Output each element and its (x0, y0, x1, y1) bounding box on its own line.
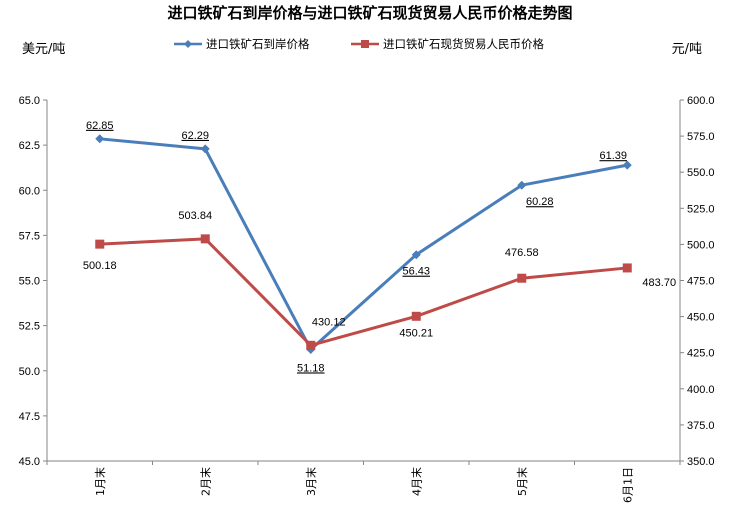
series-1-data-label: 62.85 (86, 120, 114, 132)
series-1-data-label: 62.29 (181, 130, 209, 142)
series-2-data-label: 483.70 (642, 277, 676, 289)
series-2-data-label: 503.84 (178, 210, 212, 222)
x-category-label: 2月末 (198, 467, 212, 496)
left-tick-label: 55.0 (19, 276, 40, 288)
x-category-label: 6月1日 (621, 467, 634, 503)
right-tick-label: 500.0 (687, 239, 715, 251)
series-2-data-label: 430.12 (312, 316, 346, 328)
right-tick-label: 400.0 (687, 384, 715, 396)
right-tick-label: 575.0 (687, 131, 715, 143)
left-tick-label: 47.5 (19, 411, 40, 423)
series-1-point (200, 144, 210, 154)
chart-title: 进口铁矿石到岸价格与进口铁矿石现货贸易人民币价格走势图 (167, 4, 572, 22)
series-2-point (411, 311, 421, 321)
right-axis-unit: 元/吨 (672, 42, 702, 57)
series-1-point (411, 250, 421, 260)
series-1-point (95, 134, 105, 144)
series-1-data-label: 51.18 (297, 362, 325, 374)
series-2-point (200, 234, 210, 244)
x-axis-ticks: 1月末 2月末 3月末 4月末 5月末 6月1日 (46, 461, 681, 503)
left-tick-label: 62.5 (19, 140, 40, 152)
series-2-data-label: 500.18 (83, 260, 117, 272)
right-tick-label: 550.0 (687, 167, 715, 179)
right-tick-label: 525.0 (687, 203, 715, 215)
left-tick-label: 52.5 (19, 321, 40, 333)
x-category-label: 4月末 (409, 467, 423, 496)
right-tick-label: 600.0 (687, 95, 715, 107)
series-2-data-label: 450.21 (399, 327, 433, 339)
series-2-point (306, 340, 316, 350)
series-1-data-label: 61.39 (599, 150, 627, 162)
series-1-data-label: 56.43 (402, 266, 430, 278)
right-tick-label: 350.0 (687, 456, 715, 468)
left-tick-label: 57.5 (19, 230, 40, 242)
series-2-point (517, 273, 527, 283)
series-1-data-label: 60.28 (526, 196, 554, 208)
series-layer (95, 134, 632, 354)
legend-marker-series-1 (184, 40, 192, 48)
right-axis-ticks: 350.0 375.0 400.0 425.0 450.0 475.0 500.0 525.0… (680, 95, 715, 468)
right-tick-label: 425.0 (687, 348, 715, 360)
x-category-label: 5月末 (515, 467, 529, 496)
series-2-point (95, 239, 105, 249)
left-tick-label: 45.0 (19, 456, 40, 468)
data-labels: 62.85 62.29 51.18 56.43 60.28 61.39 500.18 503.… (83, 120, 676, 375)
legend-marker-series-2 (361, 40, 369, 48)
left-axis-ticks: 45.0 47.5 50.0 52.5 55.0 57.5 60.0 62.5 65.0 (19, 95, 47, 468)
series-1-point (517, 180, 527, 190)
series-2-data-label: 476.58 (505, 247, 539, 259)
series-1-point (622, 160, 632, 170)
left-tick-label: 65.0 (19, 95, 40, 107)
left-tick-label: 60.0 (19, 185, 40, 197)
right-tick-label: 475.0 (687, 276, 715, 288)
legend-label-series-2: 进口铁矿石现货贸易人民币价格 (383, 37, 544, 51)
right-tick-label: 450.0 (687, 312, 715, 324)
legend: 进口铁矿石到岸价格 进口铁矿石现货贸易人民币价格 (174, 37, 544, 51)
series-2-point (622, 263, 632, 273)
series-line-1 (99, 137, 628, 351)
x-category-label: 1月末 (93, 467, 107, 496)
series-line-2 (99, 237, 628, 347)
legend-label-series-1: 进口铁矿石到岸价格 (206, 37, 310, 51)
left-axis-unit: 美元/吨 (22, 42, 65, 57)
plot-area: 45.0 47.5 50.0 52.5 55.0 57.5 60.0 62.5 65.0 350… (19, 95, 715, 503)
x-category-label: 3月末 (304, 467, 318, 496)
right-tick-label: 375.0 (687, 420, 715, 432)
left-tick-label: 50.0 (19, 366, 40, 378)
